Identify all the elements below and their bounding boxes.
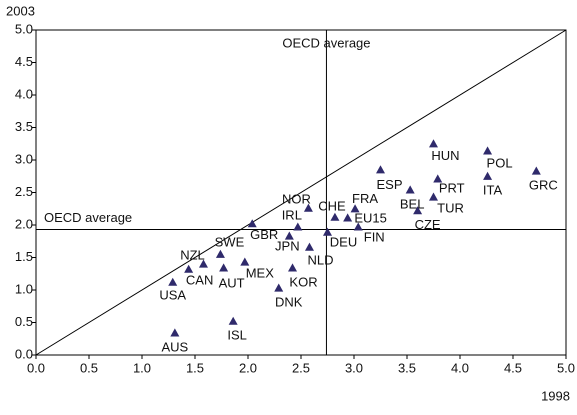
- point-label: HUN: [431, 148, 459, 163]
- x-tick-label: 1.5: [186, 360, 204, 375]
- point: [198, 259, 208, 268]
- point: [376, 165, 385, 174]
- point-label: POL: [487, 155, 513, 170]
- reference-label: OECD average: [44, 210, 132, 225]
- point: [413, 206, 423, 215]
- point-label: AUS: [161, 339, 188, 354]
- point: [304, 242, 314, 251]
- point: [215, 249, 225, 258]
- point: [323, 227, 332, 236]
- point-label: NOR: [282, 192, 311, 207]
- point: [531, 166, 541, 175]
- x-tick-label: 1.0: [133, 360, 151, 375]
- point-label: ESP: [376, 177, 402, 192]
- diagonal-line: [35, 29, 567, 356]
- point: [284, 231, 294, 240]
- x-tick-label: 2.5: [292, 360, 310, 375]
- point: [433, 174, 443, 183]
- point-label: GBR: [250, 227, 278, 242]
- point-label: ISL: [227, 328, 247, 343]
- point-label: MEX: [246, 265, 275, 280]
- x-tick-label: 0.0: [27, 360, 45, 375]
- x-tick-label: 3.0: [345, 360, 363, 375]
- point-label: CZE: [415, 217, 441, 232]
- point-label: PRT: [439, 180, 465, 195]
- point-label: DEU: [330, 235, 357, 250]
- point-label: CAN: [186, 273, 213, 288]
- point: [168, 277, 178, 286]
- x-tick-label: 4.5: [504, 360, 522, 375]
- point-label: DNK: [275, 294, 303, 309]
- point: [350, 204, 360, 213]
- point: [170, 328, 180, 337]
- point: [240, 257, 250, 266]
- point: [343, 213, 353, 222]
- point-label: NZL: [180, 247, 205, 262]
- point: [429, 139, 438, 148]
- point-label: FRA: [352, 191, 378, 206]
- y-axis-title: 2003: [6, 3, 35, 18]
- point-label: JPN: [275, 238, 300, 253]
- x-tick-label: 0.5: [80, 360, 98, 375]
- y-tick-label: 0.5: [15, 314, 33, 329]
- point-label: USA: [159, 288, 186, 303]
- y-tick-label: 1.0: [15, 281, 33, 296]
- point: [293, 222, 303, 231]
- point: [184, 264, 194, 273]
- point: [303, 203, 313, 212]
- point-label: SWE: [215, 235, 245, 250]
- x-axis-title: 1998: [541, 388, 570, 403]
- point-label: ITA: [483, 183, 503, 198]
- point: [274, 283, 284, 292]
- y-tick-label: 4.5: [15, 54, 33, 69]
- y-tick-label: 0.0: [15, 346, 33, 361]
- point-label: CHE: [318, 199, 346, 214]
- x-tick-label: 5.0: [557, 360, 575, 375]
- x-tick-label: 3.5: [398, 360, 416, 375]
- x-tick-label: 2.0: [239, 360, 257, 375]
- point-label: TUR: [437, 200, 464, 215]
- point: [228, 316, 238, 325]
- y-tick-label: 3.5: [15, 119, 33, 134]
- point-label: KOR: [289, 274, 317, 289]
- point: [405, 185, 415, 194]
- point-label: GRC: [529, 177, 558, 192]
- point-label: IRL: [282, 207, 302, 222]
- x-tick-label: 4.0: [451, 360, 469, 375]
- y-tick-label: 4.0: [15, 86, 33, 101]
- point-label: EU15: [354, 210, 387, 225]
- y-tick-label: 5.0: [15, 21, 33, 36]
- point-label: NLD: [307, 253, 333, 268]
- y-tick-label: 2.5: [15, 184, 33, 199]
- point: [429, 192, 438, 201]
- point: [288, 263, 298, 272]
- y-tick-label: 3.0: [15, 151, 33, 166]
- point-label: AUT: [219, 275, 245, 290]
- point: [353, 222, 363, 231]
- point-label: BEL: [400, 196, 425, 211]
- point: [483, 146, 493, 155]
- point: [483, 171, 493, 180]
- point-label: FIN: [364, 229, 385, 244]
- point: [330, 212, 340, 221]
- y-tick-label: 1.5: [15, 249, 33, 264]
- reference-label: OECD average: [282, 35, 370, 50]
- point: [247, 219, 257, 228]
- point: [219, 263, 229, 272]
- y-tick-label: 2.0: [15, 216, 33, 231]
